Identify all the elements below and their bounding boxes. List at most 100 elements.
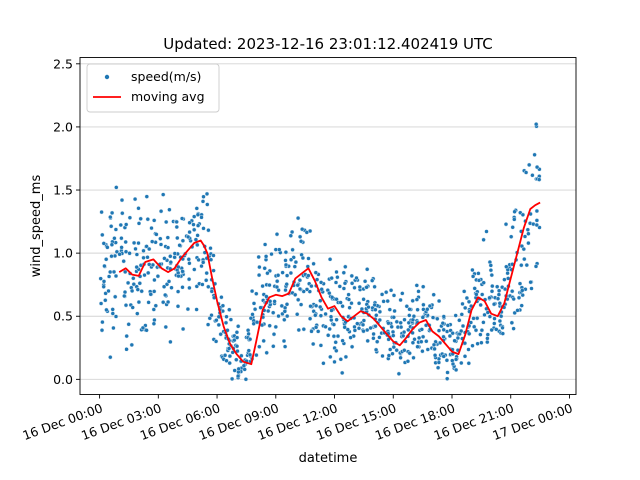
scatter-point xyxy=(356,301,362,306)
scatter-point xyxy=(276,313,281,319)
scatter-point xyxy=(511,326,516,331)
scatter-point xyxy=(180,238,186,243)
scatter-point xyxy=(167,207,172,212)
scatter-point xyxy=(306,256,311,261)
scatter-point xyxy=(401,329,407,335)
scatter-point xyxy=(293,259,299,265)
scatter-point xyxy=(162,292,168,298)
scatter-point xyxy=(101,241,107,246)
scatter-point xyxy=(398,320,403,325)
scatter-point xyxy=(534,121,539,127)
scatter-point xyxy=(300,226,305,232)
scatter-point xyxy=(436,360,442,365)
scatter-point xyxy=(362,279,368,284)
scatter-point xyxy=(441,314,446,319)
scatter-point xyxy=(232,368,237,373)
scatter-point xyxy=(125,280,131,286)
scatter-point xyxy=(440,321,445,326)
scatter-point xyxy=(206,227,211,233)
scatter-point xyxy=(360,322,366,327)
scatter-point xyxy=(227,353,233,359)
scatter-point xyxy=(297,234,303,240)
scatter-point xyxy=(511,296,516,302)
scatter-point xyxy=(301,327,306,332)
scatter-point xyxy=(118,222,124,228)
scatter-point xyxy=(389,324,394,329)
scatter-point xyxy=(186,277,192,282)
scatter-point xyxy=(112,294,118,299)
scatter-point xyxy=(153,303,159,308)
scatter-point xyxy=(274,284,280,290)
scatter-point xyxy=(272,299,277,304)
scatter-point xyxy=(467,331,472,336)
scatter-point xyxy=(195,242,200,248)
scatter-point xyxy=(415,307,420,312)
scatter-point xyxy=(379,292,385,297)
scatter-point xyxy=(271,310,276,315)
scatter-point xyxy=(497,318,503,324)
scatter-point xyxy=(313,303,319,308)
scatter-point xyxy=(175,304,181,309)
scatter-point xyxy=(388,347,393,352)
scatter-point xyxy=(98,276,103,281)
scatter-point xyxy=(279,303,284,309)
scatter-point xyxy=(503,221,509,227)
scatter-point xyxy=(298,302,304,307)
scatter-point xyxy=(402,317,407,322)
scatter-point xyxy=(402,348,407,353)
scatter-point xyxy=(384,290,389,295)
scatter-point xyxy=(424,339,429,344)
scatter-point xyxy=(512,209,517,214)
scatter-point xyxy=(509,320,515,325)
scatter-point xyxy=(445,376,450,381)
scatter-point xyxy=(235,324,241,329)
scatter-point xyxy=(466,347,471,352)
scatter-point xyxy=(447,333,453,339)
scatter-point xyxy=(196,257,201,263)
scatter-point xyxy=(271,332,277,337)
scatter-point xyxy=(487,295,492,300)
scatter-point xyxy=(387,307,392,312)
scatter-point xyxy=(131,240,137,246)
scatter-point xyxy=(527,162,532,168)
scatter-point xyxy=(113,273,119,279)
scatter-point xyxy=(218,332,223,337)
scatter-point xyxy=(401,333,406,339)
scatter-point xyxy=(357,284,362,290)
scatter-point xyxy=(275,273,281,278)
scatter-point xyxy=(488,263,493,268)
scatter-point xyxy=(144,194,150,199)
scatter-point xyxy=(288,257,294,262)
scatter-point xyxy=(224,314,229,319)
scatter-point xyxy=(472,324,477,329)
scatter-point xyxy=(529,286,534,291)
scatter-point xyxy=(318,280,324,285)
scatter-point xyxy=(119,197,125,203)
scatter-point xyxy=(432,353,438,358)
scatter-point xyxy=(123,222,129,227)
scatter-point xyxy=(473,328,479,333)
scatter-point xyxy=(329,275,334,281)
scatter-point xyxy=(247,337,253,342)
scatter-point xyxy=(407,313,412,318)
scatter-point xyxy=(394,348,399,353)
scatter-point xyxy=(247,352,253,357)
moving-avg-line xyxy=(118,201,541,366)
scatter-point xyxy=(526,231,531,236)
scatter-point xyxy=(487,314,493,319)
scatter-point xyxy=(406,327,411,333)
scatter-point xyxy=(260,283,265,289)
scatter-point xyxy=(504,264,509,269)
scatter-point xyxy=(349,301,354,306)
scatter-point xyxy=(453,313,458,318)
scatter-point xyxy=(308,304,313,309)
scatter-point xyxy=(462,289,467,294)
scatter-point xyxy=(273,247,278,252)
scatter-point xyxy=(234,330,240,335)
scatter-point xyxy=(410,298,415,303)
scatter-point xyxy=(104,307,109,313)
scatter-point xyxy=(126,322,131,327)
scatter-point xyxy=(219,295,224,300)
scatter-point xyxy=(149,239,155,244)
scatter-point xyxy=(398,324,404,330)
